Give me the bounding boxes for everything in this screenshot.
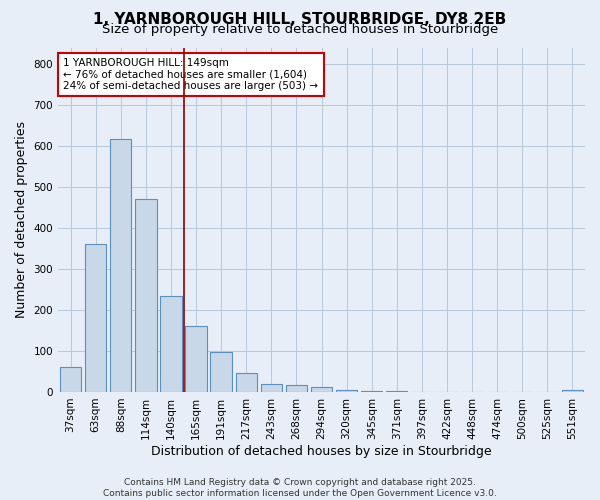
- Text: Contains HM Land Registry data © Crown copyright and database right 2025.
Contai: Contains HM Land Registry data © Crown c…: [103, 478, 497, 498]
- Bar: [236, 373, 257, 392]
- Bar: [160, 296, 182, 392]
- Bar: [60, 366, 81, 392]
- Bar: [211, 352, 232, 392]
- Bar: [85, 244, 106, 392]
- Bar: [311, 386, 332, 392]
- Bar: [336, 390, 357, 392]
- Bar: [260, 384, 282, 392]
- Bar: [110, 139, 131, 392]
- X-axis label: Distribution of detached houses by size in Stourbridge: Distribution of detached houses by size …: [151, 444, 492, 458]
- Bar: [135, 199, 157, 392]
- Bar: [562, 390, 583, 392]
- Y-axis label: Number of detached properties: Number of detached properties: [15, 121, 28, 318]
- Bar: [286, 385, 307, 392]
- Bar: [361, 391, 382, 392]
- Bar: [386, 391, 407, 392]
- Text: Size of property relative to detached houses in Stourbridge: Size of property relative to detached ho…: [102, 22, 498, 36]
- Bar: [185, 326, 207, 392]
- Text: 1 YARNBOROUGH HILL: 149sqm
← 76% of detached houses are smaller (1,604)
24% of s: 1 YARNBOROUGH HILL: 149sqm ← 76% of deta…: [64, 58, 319, 91]
- Text: 1, YARNBOROUGH HILL, STOURBRIDGE, DY8 2EB: 1, YARNBOROUGH HILL, STOURBRIDGE, DY8 2E…: [94, 12, 506, 28]
